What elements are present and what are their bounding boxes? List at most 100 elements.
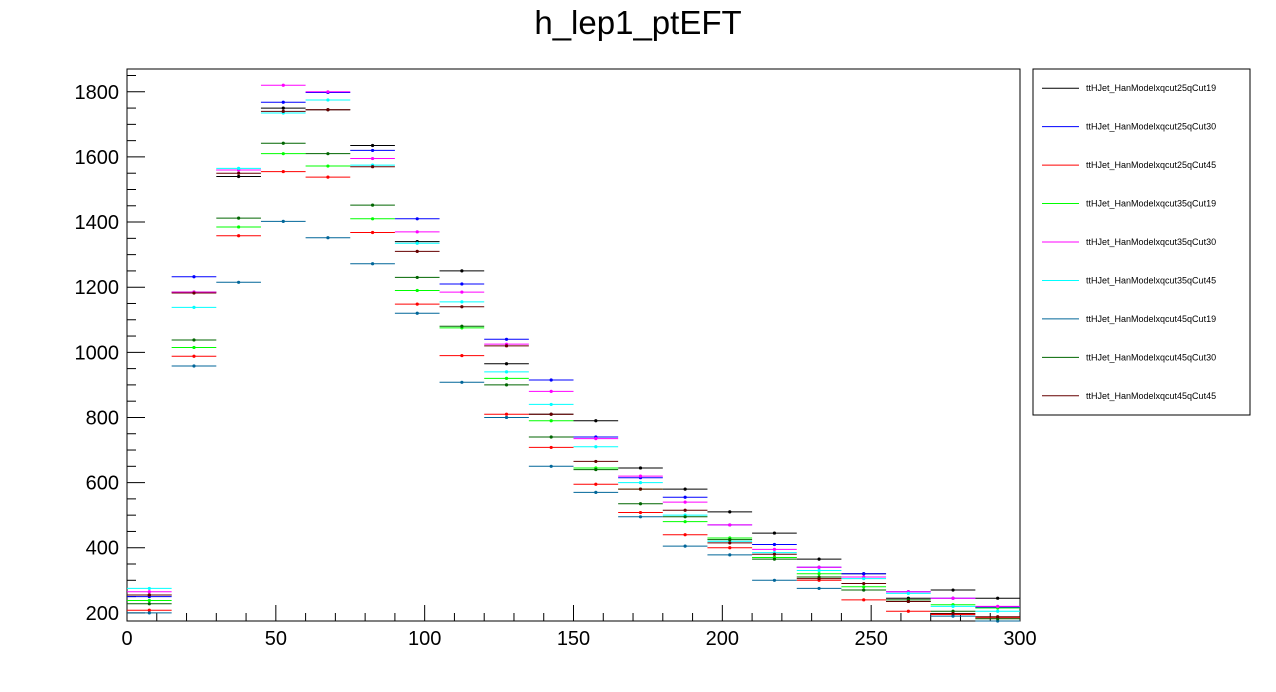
bin-point [638,487,643,491]
bin-point [415,311,419,315]
bin-point [237,234,241,238]
bin-point [147,593,151,597]
bin-point [370,148,375,153]
y-tick-label: 1800 [75,82,120,104]
bin-point [549,435,553,439]
series-5 [127,83,1020,608]
y-tick-label: 200 [86,603,119,625]
bin-point [281,109,285,113]
bin-point [415,230,419,234]
bin-point [549,389,553,394]
bin-point [370,156,375,161]
y-tick-label: 1000 [75,342,120,364]
bin-point [594,459,598,464]
bin-point [683,520,687,524]
x-tick-label: 150 [557,628,590,650]
bin-point [237,171,241,175]
series-3 [127,169,1020,620]
series-9 [127,108,1020,619]
legend: ttHJet_HanModelxqcut25qCut19 ttHJet_HanMo… [1032,68,1251,416]
bin-point [415,241,419,245]
bin-point [728,541,732,545]
bin-point [326,108,330,112]
bin-point [728,546,732,550]
bin-point [370,262,375,266]
bin-point [370,143,375,148]
bin-point [817,565,821,569]
bin-point [728,523,732,527]
bin-point [549,378,553,382]
bin-point [504,376,509,380]
legend-label: ttHJet_HanModelxqcut25qCut30 [1086,122,1216,132]
bin-point [326,175,330,179]
bin-point [504,383,509,387]
bin-point [594,419,598,423]
series-7 [127,219,1020,623]
bin-point [370,230,375,235]
bin-point [415,275,419,280]
bin-point [281,83,285,87]
bin-point [281,100,285,104]
y-tick-label: 800 [86,407,119,429]
bin-point [192,354,196,358]
bin-point [147,602,151,606]
bin-point [415,249,419,253]
bin-point [415,288,419,293]
bin-point [906,591,910,595]
legend-label: ttHJet_HanModelxqcut35qCut30 [1086,237,1216,247]
series-4 [127,152,1020,610]
bin-point [638,466,643,470]
bin-point [460,353,464,358]
bin-point [237,174,241,179]
bin-point [951,596,955,600]
bin-point [951,611,955,616]
legend-label: ttHJet_HanModelxqcut25qCut45 [1086,160,1216,170]
legend-label: ttHJet_HanModelxqcut45qCut45 [1086,391,1216,401]
bin-point [683,515,687,519]
bin-point [728,537,732,542]
legend-label: ttHJet_HanModelxqcut25qCut19 [1086,83,1216,93]
bin-point [326,164,330,168]
bin-point [326,90,330,94]
x-tick-label: 300 [1003,628,1036,650]
bin-point [281,152,285,156]
bin-point [906,609,910,613]
bin-point [594,490,598,494]
bin-point [504,362,509,366]
bin-point [147,608,151,612]
bin-point [951,604,955,608]
bin-point [683,500,687,504]
bin-point [728,553,732,557]
bin-point [638,474,643,478]
bin-point [192,291,196,295]
bin-point [370,165,375,169]
bin-point [683,533,687,537]
bin-point [817,568,821,573]
bin-point [237,166,241,170]
bin-point [460,290,464,294]
bin-point [996,615,1000,619]
bin-point [683,508,687,512]
bin-point [996,596,1000,600]
bin-point [594,467,598,472]
legend-label: ttHJet_HanModelxqcut35qCut45 [1086,275,1216,285]
bin-point [862,588,866,592]
bin-point [370,203,375,207]
bin-point [147,598,151,603]
bin-point [192,364,196,368]
y-tick-label: 1200 [75,277,120,299]
series-6 [127,98,1020,613]
x-tick-label: 0 [121,628,132,650]
bin-point [504,412,509,416]
bin-point [951,588,955,592]
bin-point [772,552,777,556]
bin-point [192,305,196,309]
y-tick-label: 400 [86,538,119,560]
bin-point [728,510,732,514]
series-1 [127,106,1020,600]
bin-point [951,609,955,613]
bin-point [817,586,821,591]
bin-point [415,302,419,306]
bin-point [415,217,419,221]
